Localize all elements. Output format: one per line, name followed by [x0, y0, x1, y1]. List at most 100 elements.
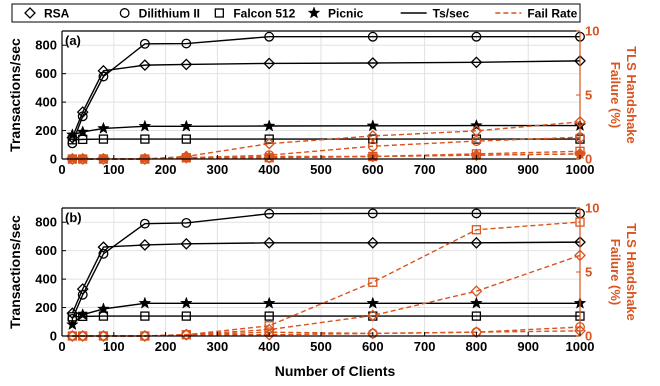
data-point [366, 309, 379, 322]
data-point [76, 125, 90, 138]
data-point [138, 153, 151, 165]
x-tick-label: 800 [466, 339, 488, 354]
data-point [98, 311, 109, 321]
data-point [77, 289, 88, 300]
x-tick-label: 600 [362, 162, 384, 177]
data-point [97, 330, 110, 342]
x-tick-label: 200 [155, 162, 177, 177]
y-axis-title-right-line1: TLS Handshake [624, 223, 639, 321]
series-line [72, 315, 580, 318]
series-left-dilithium-ii [67, 31, 585, 149]
x-tick-label: 500 [310, 162, 332, 177]
data-point [77, 111, 88, 122]
data-point [76, 153, 89, 165]
x-tick-label: 100 [103, 339, 125, 354]
legend: RSA Dilithium II Falcon 512 Picnic Ts/sec Fai… [11, 3, 581, 23]
data-point [65, 317, 79, 331]
data-point [264, 311, 274, 321]
data-point [181, 311, 191, 321]
data-point [367, 208, 378, 219]
series-line [71, 212, 580, 320]
data-point [138, 119, 152, 132]
data-point [138, 59, 151, 72]
data-point [366, 130, 379, 142]
data-point [470, 56, 483, 69]
y-tick-label-left: 400 [35, 95, 57, 110]
data-point [366, 57, 379, 69]
panel-label: (b) [65, 210, 82, 225]
legend-marker-square [214, 8, 224, 18]
y-axis-title-right-line2: Failure (%) [608, 239, 623, 305]
legend-label: Fail Rate [527, 7, 577, 21]
data-point [366, 236, 379, 249]
x-tick-label: 400 [258, 162, 280, 177]
x-tick-label: 600 [362, 339, 384, 354]
data-point [180, 328, 193, 341]
data-point [98, 134, 109, 144]
legend-entry-dilithium-ii: Dilithium II [119, 7, 200, 21]
data-point [471, 136, 482, 147]
x-tick-label: 0 [58, 162, 65, 177]
data-point [470, 326, 483, 339]
data-point [366, 296, 380, 309]
data-point [138, 296, 152, 309]
data-point [264, 134, 274, 144]
series-left-picnic [65, 296, 587, 331]
data-point [263, 137, 276, 150]
data-point [368, 277, 378, 287]
data-point [367, 31, 378, 42]
y-tick-label-left: 600 [35, 243, 57, 258]
panel-a: 0 100 200 300 400 500 600 700 800 900 100002004006… [7, 24, 639, 178]
legend-label: Falcon 512 [233, 7, 295, 21]
data-point [366, 119, 380, 132]
data-point [263, 328, 276, 341]
y-axis-title-right-line1: TLS Handshake [624, 46, 639, 144]
data-point [471, 311, 482, 321]
data-point [66, 153, 79, 165]
data-point [181, 134, 191, 144]
data-point [471, 208, 482, 219]
y-tick-label-left: 800 [35, 215, 57, 230]
data-point [471, 31, 482, 42]
data-point [139, 38, 150, 49]
data-point [262, 296, 276, 309]
data-point [98, 248, 109, 259]
legend-entry-picnic: Picnic [307, 6, 364, 21]
y-tick-label-left: 0 [50, 152, 57, 167]
y-tick-label-left: 600 [35, 66, 57, 81]
legend-label: RSA [44, 7, 70, 21]
legend-entry-fail-rate: Fail Rate [495, 7, 578, 21]
data-point [97, 241, 110, 254]
y-tick-label-right: 0 [585, 329, 592, 344]
data-point [262, 119, 276, 132]
legend-marker-circle [119, 8, 130, 18]
data-point [76, 330, 89, 342]
data-point [263, 57, 276, 70]
y-axis-title-right-line2: Failure (%) [608, 62, 623, 128]
series-line [71, 60, 581, 138]
legend-entry-rsa: RSA [24, 7, 70, 21]
data-point [181, 217, 192, 228]
y-tick-label-left: 0 [50, 329, 57, 344]
x-tick-label: 800 [466, 162, 488, 177]
legend-marker-star [307, 6, 321, 19]
y-tick-label-left: 200 [35, 123, 57, 138]
data-point [66, 330, 79, 342]
legend-entry-ts-sec: Ts/sec [400, 7, 470, 21]
x-tick-label: 900 [517, 162, 539, 177]
legend-marker-diamond [24, 7, 36, 19]
x-tick-label: 1000 [566, 162, 595, 177]
legend-label: Ts/sec [433, 7, 470, 21]
data-point [264, 31, 275, 42]
y-tick-label-left: 200 [35, 300, 57, 315]
y-tick-label-right: 0 [585, 152, 592, 167]
series-line [71, 241, 581, 314]
x-tick-label: 300 [207, 339, 229, 354]
data-point [97, 121, 110, 134]
series-line [71, 35, 580, 144]
x-tick-label: 500 [310, 339, 332, 354]
data-point [470, 285, 483, 298]
x-axis-title: Number of Clients [275, 363, 396, 379]
data-point [179, 296, 193, 309]
x-tick-label: 700 [414, 339, 436, 354]
